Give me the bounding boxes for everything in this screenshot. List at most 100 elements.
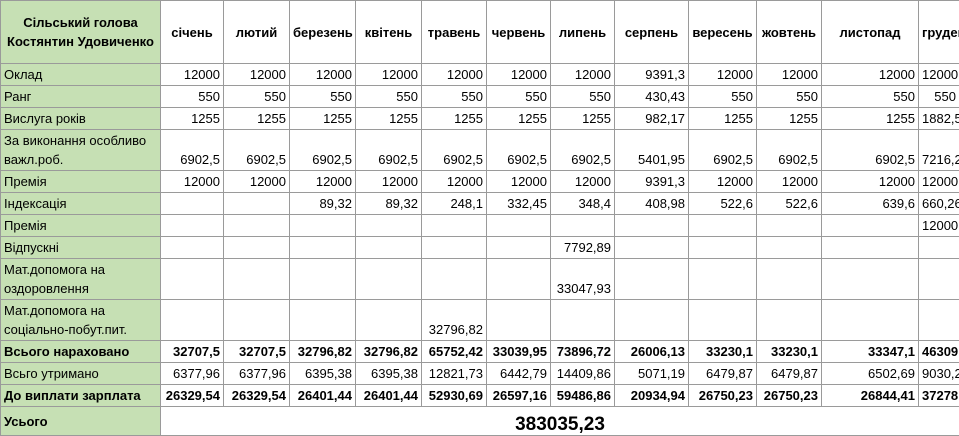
cell: 5071,19 bbox=[615, 363, 689, 385]
cell: 550 bbox=[422, 86, 487, 108]
cell: 89,32 bbox=[290, 193, 356, 215]
cell bbox=[422, 215, 487, 237]
cell: 1255 bbox=[487, 108, 551, 130]
cell bbox=[822, 259, 919, 300]
row-label: Премія bbox=[1, 215, 161, 237]
cell: 9391,3 bbox=[615, 171, 689, 193]
row-label: Мат.допомога на оздоровлення bbox=[1, 259, 161, 300]
cell: 12000 bbox=[224, 171, 290, 193]
cell: 26597,16 bbox=[487, 385, 551, 407]
cell: 12000 bbox=[757, 64, 822, 86]
data-row: Мат.допомога на соціально-побут.пит. 3279… bbox=[1, 300, 959, 341]
cell: 32707,5 bbox=[161, 341, 224, 363]
cell: 37278,75 bbox=[919, 385, 959, 407]
cell: 12000 bbox=[551, 171, 615, 193]
cell bbox=[757, 237, 822, 259]
month-header: липень bbox=[551, 1, 615, 64]
cell: 20934,94 bbox=[615, 385, 689, 407]
cell: 1255 bbox=[224, 108, 290, 130]
cell: 26750,23 bbox=[689, 385, 757, 407]
cell: 6502,69 bbox=[822, 363, 919, 385]
cell: 6902,5 bbox=[290, 130, 356, 171]
cell bbox=[919, 237, 959, 259]
cell: 12000 bbox=[487, 64, 551, 86]
cell: 26750,23 bbox=[757, 385, 822, 407]
cell: 12000 bbox=[822, 64, 919, 86]
row-label: За виконання особливо важл.роб. bbox=[1, 130, 161, 171]
cell: 1255 bbox=[161, 108, 224, 130]
cell bbox=[422, 259, 487, 300]
cell: 430,43 bbox=[615, 86, 689, 108]
cell: 12000 bbox=[161, 64, 224, 86]
cell: 12000 bbox=[822, 171, 919, 193]
cell bbox=[822, 300, 919, 341]
cell: 32796,82 bbox=[422, 300, 487, 341]
cell: 982,17 bbox=[615, 108, 689, 130]
cell: 33047,93 bbox=[551, 259, 615, 300]
cell bbox=[689, 215, 757, 237]
cell: 32796,82 bbox=[290, 341, 356, 363]
cell: 73896,72 bbox=[551, 341, 615, 363]
cell: 26006,13 bbox=[615, 341, 689, 363]
cell: 7216,25 bbox=[919, 130, 959, 171]
cell: 550 bbox=[757, 86, 822, 108]
cell: 550 bbox=[551, 86, 615, 108]
cell bbox=[487, 215, 551, 237]
month-header: листопад bbox=[822, 1, 919, 64]
cell bbox=[224, 300, 290, 341]
month-header: січень bbox=[161, 1, 224, 64]
cell: 550 bbox=[161, 86, 224, 108]
cell: 639,6 bbox=[822, 193, 919, 215]
cell bbox=[290, 259, 356, 300]
cell: 6902,5 bbox=[822, 130, 919, 171]
row-label: Премія bbox=[1, 171, 161, 193]
cell bbox=[356, 259, 422, 300]
cell bbox=[224, 215, 290, 237]
month-header: грудень bbox=[919, 1, 959, 64]
cell: 6902,5 bbox=[422, 130, 487, 171]
cell bbox=[689, 259, 757, 300]
cell bbox=[919, 300, 959, 341]
cell: 6902,5 bbox=[224, 130, 290, 171]
cell: 32707,5 bbox=[224, 341, 290, 363]
row-label: Всього нараховано bbox=[1, 341, 161, 363]
cell: 550 bbox=[290, 86, 356, 108]
cell bbox=[161, 237, 224, 259]
cell: 12000 bbox=[689, 64, 757, 86]
row-label: Індексація bbox=[1, 193, 161, 215]
row-label: Мат.допомога на соціально-побут.пит. bbox=[1, 300, 161, 341]
cell: 5401,95 bbox=[615, 130, 689, 171]
cell: 6377,96 bbox=[161, 363, 224, 385]
cell bbox=[356, 237, 422, 259]
row-label: До виплати зарплата bbox=[1, 385, 161, 407]
month-header: вересень bbox=[689, 1, 757, 64]
month-header: квітень bbox=[356, 1, 422, 64]
cell: 550 bbox=[822, 86, 919, 108]
cell: 550 bbox=[689, 86, 757, 108]
cell: 12000 bbox=[919, 171, 959, 193]
cell: 1255 bbox=[290, 108, 356, 130]
cell bbox=[689, 237, 757, 259]
cell bbox=[689, 300, 757, 341]
cell bbox=[615, 215, 689, 237]
cell bbox=[224, 193, 290, 215]
cell bbox=[487, 237, 551, 259]
cell: 550 bbox=[224, 86, 290, 108]
month-header: жовтень bbox=[757, 1, 822, 64]
row-label: Оклад bbox=[1, 64, 161, 86]
cell: 6902,5 bbox=[356, 130, 422, 171]
cell bbox=[757, 259, 822, 300]
cell: 1255 bbox=[551, 108, 615, 130]
cell: 26844,41 bbox=[822, 385, 919, 407]
month-header: червень bbox=[487, 1, 551, 64]
